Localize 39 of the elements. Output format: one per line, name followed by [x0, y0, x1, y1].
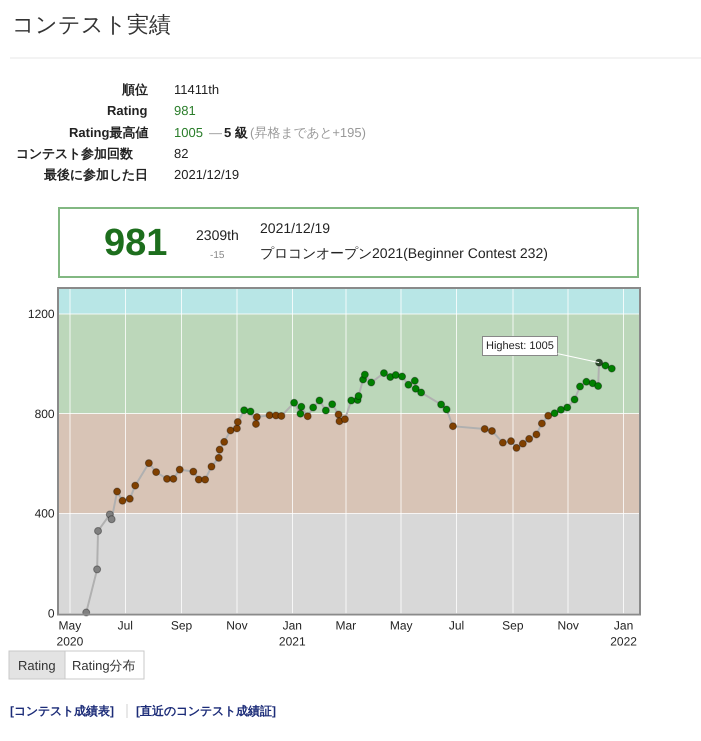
x-tick-label: Jul: [448, 618, 464, 633]
text: 981: [174, 103, 196, 118]
text: -15: [210, 250, 225, 261]
x-tick-label: Mar: [335, 618, 356, 633]
text: 981: [104, 222, 168, 264]
y-tick-label: 400: [34, 506, 55, 521]
text: Rating: [107, 103, 148, 118]
text: コンテスト参加回数: [16, 146, 134, 161]
text: [コンテスト成績表]: [10, 704, 114, 718]
x-tick-label: Nov: [226, 618, 248, 633]
x-tick-label: Nov: [558, 618, 579, 633]
x-tick-label: Jan 2022: [610, 618, 638, 648]
text: —: [209, 125, 222, 140]
text: 2021/12/19: [174, 167, 240, 182]
chart-title: コンテスト実績: [12, 12, 171, 37]
text: 5 級: [224, 125, 249, 140]
text: Rating: [18, 658, 56, 673]
text: 2309th: [196, 227, 239, 243]
y-tick-label: 800: [34, 406, 55, 421]
y-tick-label: 0: [48, 606, 55, 620]
x-tick-label: Sep: [502, 618, 524, 633]
text: 順位: [121, 82, 148, 97]
annotation: Highest: 1005: [486, 340, 554, 352]
x-tick-label: Jan 2021: [278, 618, 306, 648]
text: 最後に参加した日: [43, 167, 148, 182]
x-tick-label: Jul: [118, 618, 133, 633]
y-tick-label: 1200: [28, 307, 55, 322]
text: プロコンオープン2021(Beginner Contest 232): [260, 245, 548, 261]
text: Rating最高値: [69, 125, 148, 140]
text: (昇格まであと+195): [250, 125, 366, 140]
text: Rating分布: [72, 658, 136, 673]
x-tick-label: Sep: [170, 618, 193, 633]
text: [直近のコンテスト成績証]: [136, 704, 276, 718]
text: 2021/12/19: [260, 220, 330, 236]
x-tick-label: May: [390, 618, 413, 633]
text: 82: [174, 146, 188, 161]
x-tick-label: May 2020: [56, 618, 84, 648]
text: 1005: [174, 125, 203, 140]
text: 11411th: [174, 82, 220, 97]
